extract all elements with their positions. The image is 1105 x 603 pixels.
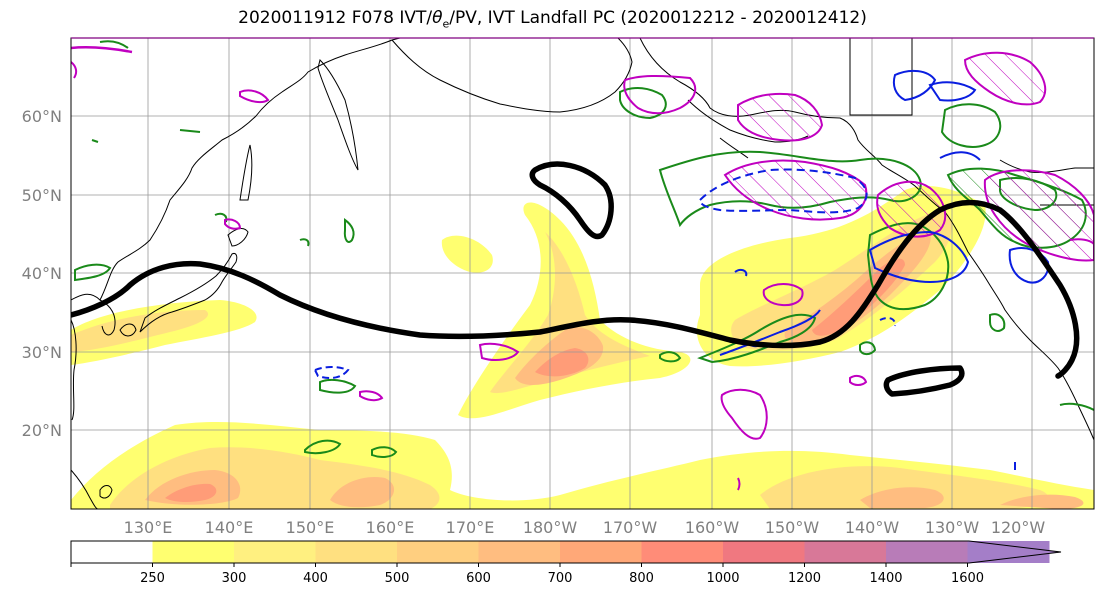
title-suffix: /PV, IVT Landfall PC (2020012212 - 20200… <box>449 8 867 28</box>
colorbar-extend-arrow <box>969 541 1061 563</box>
lon-label: 140°W <box>845 518 900 537</box>
colorbar-segment <box>641 541 724 563</box>
ivt-region <box>71 310 209 352</box>
colorbar-tick-label: 300 <box>222 571 247 586</box>
colorbar-segment <box>804 541 887 563</box>
lat-label-20n: 20°N <box>22 421 62 440</box>
title-prefix: 2020011912 F078 IVT/ <box>238 8 433 28</box>
lon-label: 130°W <box>925 518 980 537</box>
lon-label: 150°W <box>765 518 820 537</box>
title-subscript: e <box>442 17 450 31</box>
lat-label-30n: 30°N <box>22 343 62 362</box>
colorbar-segment <box>560 541 642 563</box>
colorbar-tick-label: 600 <box>466 571 491 586</box>
colorbar-tick-label: 500 <box>385 571 410 586</box>
colorbar-tick-label: 800 <box>629 571 654 586</box>
ivt-region <box>330 476 395 508</box>
japan-coast <box>139 253 238 333</box>
ivt-region <box>441 235 493 273</box>
lon-label: 170°W <box>603 518 658 537</box>
colorbar-tick-label: 1200 <box>788 571 821 586</box>
colorbar-segment <box>315 541 398 563</box>
colorbar-segment <box>71 541 153 563</box>
graticule <box>71 38 1094 509</box>
lon-label: 140°E <box>205 518 254 537</box>
landfall-pc-contours <box>71 161 1080 397</box>
colorbar-segment <box>886 541 968 563</box>
lat-label-60n: 60°N <box>22 107 62 126</box>
lon-label: 160°E <box>366 518 415 537</box>
pv-contours <box>71 45 1094 491</box>
colorbar-segment <box>397 541 479 563</box>
ivt-shading <box>71 185 1094 509</box>
ivt-region <box>860 487 944 508</box>
colorbar-tick-label: 250 <box>140 571 165 586</box>
ivt-region <box>165 483 217 503</box>
colorbar-segment <box>723 541 805 563</box>
ivt-region <box>535 348 589 377</box>
colorbar-segment <box>234 541 316 563</box>
colorbar-tick-label: 1600 <box>951 571 984 586</box>
colorbar-tick-label: 700 <box>548 571 573 586</box>
lat-label-50n: 50°N <box>22 186 62 205</box>
ivt-region <box>1000 494 1084 509</box>
lon-label: 160°W <box>685 518 740 537</box>
ivt-region <box>731 210 952 351</box>
ivt-region <box>490 232 650 394</box>
colorbar-segment <box>478 541 561 563</box>
colorbar-tick-label: 1400 <box>869 571 902 586</box>
latitude-labels: 60°N 50°N 40°N 30°N 20°N <box>22 107 62 440</box>
colorbar: 250 300 400 500 600 700 800 1000 1200 1400 1600 <box>70 540 1062 586</box>
lon-label: 180°W <box>523 518 578 537</box>
colorbar-tick-label: 1000 <box>706 571 739 586</box>
lon-label: 170°E <box>446 518 495 537</box>
map-title: 2020011912 F078 IVT/θe/PV, IVT Landfall … <box>0 8 1105 30</box>
colorbar-tick-label: 400 <box>303 571 328 586</box>
lon-label: 150°E <box>286 518 335 537</box>
colorbar-segment <box>152 541 235 563</box>
longitude-labels: 130°E 140°E 150°E 160°E 170°E 180°W 170°… <box>124 518 1046 537</box>
lon-label: 120°W <box>991 518 1046 537</box>
lat-label-40n: 40°N <box>22 264 62 283</box>
title-theta: θ <box>432 8 443 28</box>
colorbar-outline <box>70 540 1062 564</box>
lon-label: 130°E <box>124 518 173 537</box>
